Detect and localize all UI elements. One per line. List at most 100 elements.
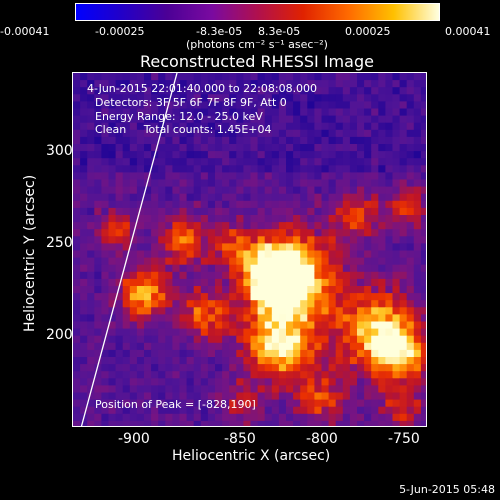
heatmap-cell xyxy=(321,122,330,131)
heatmap-cell xyxy=(144,151,152,159)
heatmap-cell xyxy=(236,158,244,166)
heatmap-cell xyxy=(94,158,102,166)
heatmap-cell xyxy=(80,357,88,365)
heatmap-cell xyxy=(73,151,81,159)
heatmap-cell xyxy=(250,314,259,323)
heatmap-cell xyxy=(307,264,315,273)
heatmap-cell xyxy=(87,307,95,315)
heatmap-cell xyxy=(413,321,422,330)
heatmap-cell xyxy=(286,158,294,166)
heatmap-cell xyxy=(335,250,344,259)
heatmap-cell xyxy=(286,115,294,124)
heatmap-cell xyxy=(300,371,308,379)
heatmap-cell xyxy=(278,300,287,308)
heatmap-cell xyxy=(193,129,202,138)
heatmap-cell xyxy=(172,321,181,330)
heatmap-cell xyxy=(101,80,110,88)
heatmap-cell xyxy=(321,392,330,401)
heatmap-cell xyxy=(420,193,426,202)
heatmap-cell xyxy=(307,193,315,202)
heatmap-cell xyxy=(314,186,323,195)
heatmap-cell xyxy=(328,286,337,294)
heatmap-cell xyxy=(278,115,287,124)
heatmap-cell xyxy=(207,94,216,102)
heatmap-cell xyxy=(321,108,330,117)
heatmap-cell xyxy=(357,371,365,379)
heatmap-cell xyxy=(186,136,195,145)
heatmap-cell xyxy=(243,392,252,401)
heatmap-cell xyxy=(385,286,394,294)
heatmap-cell xyxy=(151,257,159,266)
heatmap-cell xyxy=(165,151,173,159)
heatmap-cell xyxy=(335,158,344,166)
heatmap-cell xyxy=(115,357,124,365)
heatmap-cell xyxy=(158,357,166,365)
heatmap-cell xyxy=(136,413,145,422)
heatmap-cell xyxy=(129,278,138,287)
heatmap-cell xyxy=(179,193,188,202)
heatmap-cell xyxy=(207,158,216,166)
heatmap-cell xyxy=(115,321,124,330)
heatmap-cell xyxy=(193,349,202,358)
heatmap-cell xyxy=(328,264,337,273)
heatmap-cell xyxy=(186,129,195,138)
heatmap-cell xyxy=(357,186,365,195)
heatmap-cell xyxy=(136,399,145,408)
heatmap-cell xyxy=(144,264,152,273)
heatmap-cell xyxy=(80,101,88,110)
heatmap-cell xyxy=(314,300,323,308)
heatmap-cell xyxy=(158,115,166,124)
heatmap-cell xyxy=(413,243,422,252)
heatmap-cell xyxy=(371,186,379,195)
heatmap-cell xyxy=(200,122,209,131)
heatmap-cell xyxy=(420,108,426,117)
heatmap-cell xyxy=(321,158,330,166)
heatmap-cell xyxy=(215,207,223,216)
heatmap-cell xyxy=(300,307,308,315)
heatmap-cell xyxy=(378,144,386,152)
heatmap-cell xyxy=(236,151,244,159)
heatmap-cell xyxy=(172,200,181,209)
heatmap-cell xyxy=(349,335,358,344)
heatmap-cell xyxy=(406,307,415,315)
heatmap-cell xyxy=(158,165,166,173)
heatmap-cell xyxy=(122,413,131,422)
heatmap-cell xyxy=(264,392,273,401)
heatmap-cell xyxy=(236,172,244,181)
heatmap-cell xyxy=(243,335,252,344)
heatmap-cell xyxy=(271,278,280,287)
heatmap-cell xyxy=(349,229,358,237)
heatmap-cell xyxy=(264,151,273,159)
heatmap-cell xyxy=(108,378,117,386)
heatmap-cell xyxy=(229,342,237,351)
heatmap-cell xyxy=(129,80,138,88)
heatmap-cell xyxy=(193,222,202,230)
heatmap-cell xyxy=(165,144,173,152)
heatmap-cell xyxy=(229,229,237,237)
heatmap-cell xyxy=(321,328,330,337)
heatmap-cell xyxy=(420,151,426,159)
heatmap-cell xyxy=(179,385,188,394)
heatmap-cell xyxy=(271,286,280,294)
heatmap-cell xyxy=(286,357,294,365)
heatmap-cell xyxy=(342,364,351,372)
heatmap-cell xyxy=(307,250,315,259)
heatmap-cell xyxy=(271,413,280,422)
heatmap-cell xyxy=(94,80,102,88)
heatmap-cell xyxy=(271,378,280,386)
colorbar-units: (photons cm⁻² s⁻¹ asec⁻²) xyxy=(186,38,328,51)
heatmap-cell xyxy=(399,94,408,102)
heatmap-cell xyxy=(406,108,415,117)
heatmap-cell xyxy=(378,264,386,273)
heatmap-cell xyxy=(115,293,124,301)
heatmap-cell xyxy=(278,250,287,259)
heatmap-cell xyxy=(193,392,202,401)
heatmap-cell xyxy=(136,250,145,259)
heatmap-cell xyxy=(101,371,110,379)
heatmap-cell xyxy=(413,349,422,358)
heatmap-cell xyxy=(136,264,145,273)
heatmap-cell xyxy=(364,293,372,301)
heatmap-cell xyxy=(172,94,181,102)
heatmap-cell xyxy=(236,108,244,117)
heatmap-cell xyxy=(271,222,280,230)
